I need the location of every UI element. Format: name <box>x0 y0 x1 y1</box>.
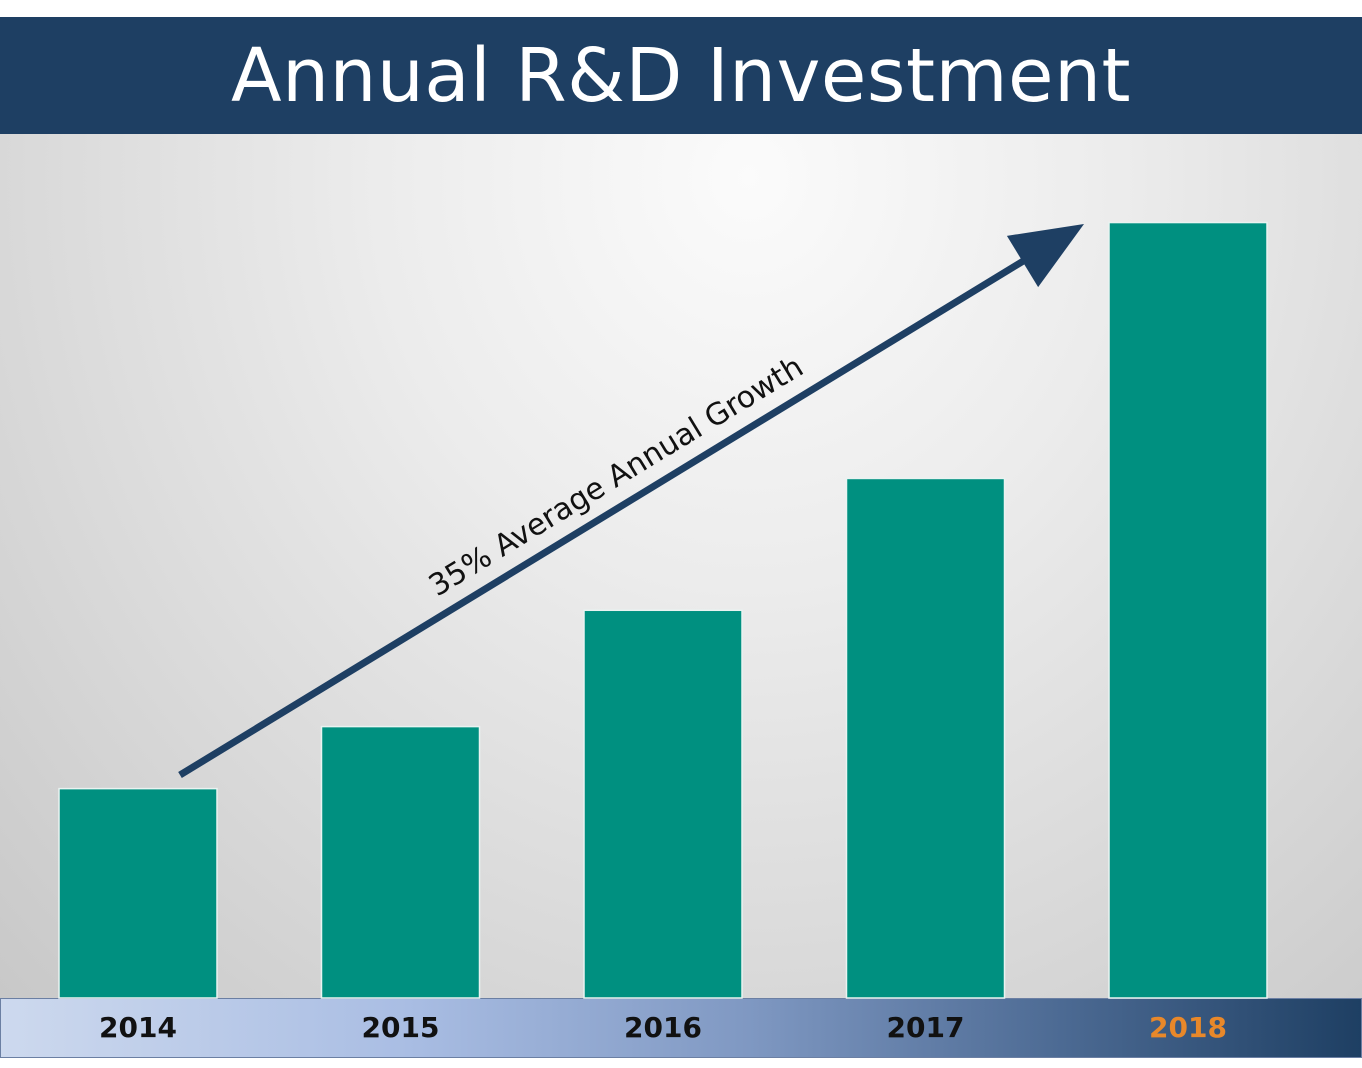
x-tick-label-2018: 2018 <box>1149 1011 1227 1044</box>
x-tick-label-2016: 2016 <box>624 1011 702 1044</box>
x-tick-label-2014: 2014 <box>99 1011 177 1044</box>
x-tick-label-2017: 2017 <box>887 1011 965 1044</box>
x-tick-labels: 2014 2015 2016 2017 2018 <box>99 1011 1227 1044</box>
growth-annotation: 35% Average Annual Growth <box>423 349 810 603</box>
growth-arrow-head <box>1006 224 1084 288</box>
bars-layer <box>58 221 1268 999</box>
bar-2017 <box>845 477 1006 999</box>
bar-2016 <box>583 609 743 999</box>
chart-title: Annual R&D Investment <box>230 32 1132 119</box>
x-tick-label-2015: 2015 <box>362 1011 440 1044</box>
title-bar: Annual R&D Investment <box>0 17 1362 134</box>
bar-2014 <box>58 787 218 999</box>
bar-2018 <box>1108 221 1268 999</box>
growth-arrow-shaft <box>178 255 1030 778</box>
bar-2015 <box>320 725 481 999</box>
